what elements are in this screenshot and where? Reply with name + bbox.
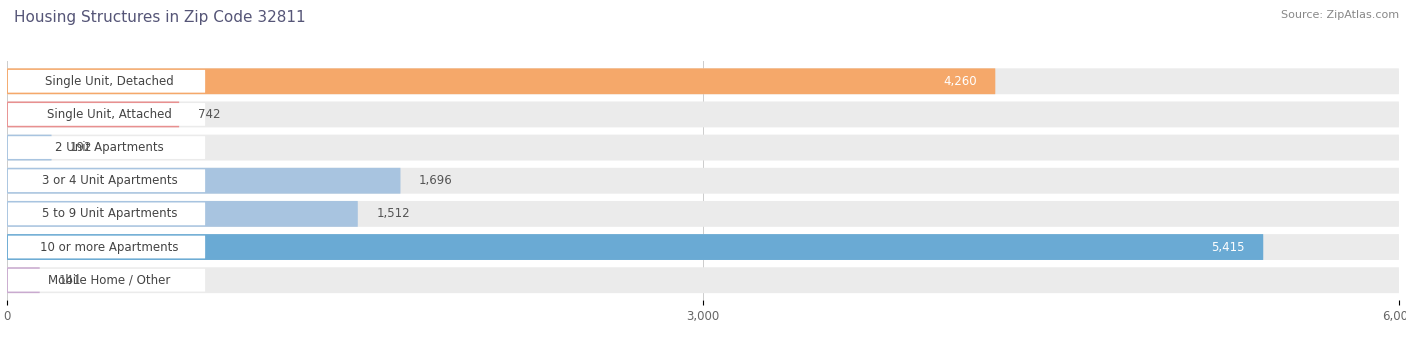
Text: 5 to 9 Unit Apartments: 5 to 9 Unit Apartments <box>42 207 177 220</box>
Text: 192: 192 <box>70 141 93 154</box>
FancyBboxPatch shape <box>7 102 1399 127</box>
Text: 3 or 4 Unit Apartments: 3 or 4 Unit Apartments <box>42 174 177 187</box>
Text: Single Unit, Detached: Single Unit, Detached <box>45 75 174 88</box>
FancyBboxPatch shape <box>8 70 205 93</box>
FancyBboxPatch shape <box>7 267 39 293</box>
Text: Housing Structures in Zip Code 32811: Housing Structures in Zip Code 32811 <box>14 10 305 25</box>
FancyBboxPatch shape <box>8 269 205 292</box>
FancyBboxPatch shape <box>8 103 205 126</box>
FancyBboxPatch shape <box>7 234 1399 260</box>
FancyBboxPatch shape <box>7 234 1263 260</box>
Text: 2 Unit Apartments: 2 Unit Apartments <box>55 141 165 154</box>
Text: Single Unit, Attached: Single Unit, Attached <box>48 108 172 121</box>
FancyBboxPatch shape <box>8 169 205 192</box>
Text: 1,696: 1,696 <box>419 174 453 187</box>
Text: Mobile Home / Other: Mobile Home / Other <box>48 274 170 287</box>
Text: 1,512: 1,512 <box>377 207 411 220</box>
FancyBboxPatch shape <box>7 68 1399 94</box>
Text: Source: ZipAtlas.com: Source: ZipAtlas.com <box>1281 10 1399 20</box>
FancyBboxPatch shape <box>8 136 205 159</box>
FancyBboxPatch shape <box>7 201 1399 227</box>
FancyBboxPatch shape <box>7 135 1399 161</box>
Text: 10 or more Apartments: 10 or more Apartments <box>41 240 179 254</box>
FancyBboxPatch shape <box>7 267 1399 293</box>
Text: 5,415: 5,415 <box>1211 240 1244 254</box>
Text: 742: 742 <box>198 108 221 121</box>
FancyBboxPatch shape <box>7 168 401 194</box>
FancyBboxPatch shape <box>7 68 995 94</box>
FancyBboxPatch shape <box>7 201 357 227</box>
FancyBboxPatch shape <box>7 135 52 161</box>
FancyBboxPatch shape <box>7 168 1399 194</box>
Text: 141: 141 <box>58 274 80 287</box>
FancyBboxPatch shape <box>8 236 205 258</box>
FancyBboxPatch shape <box>8 203 205 225</box>
Text: 4,260: 4,260 <box>943 75 977 88</box>
FancyBboxPatch shape <box>7 102 179 127</box>
